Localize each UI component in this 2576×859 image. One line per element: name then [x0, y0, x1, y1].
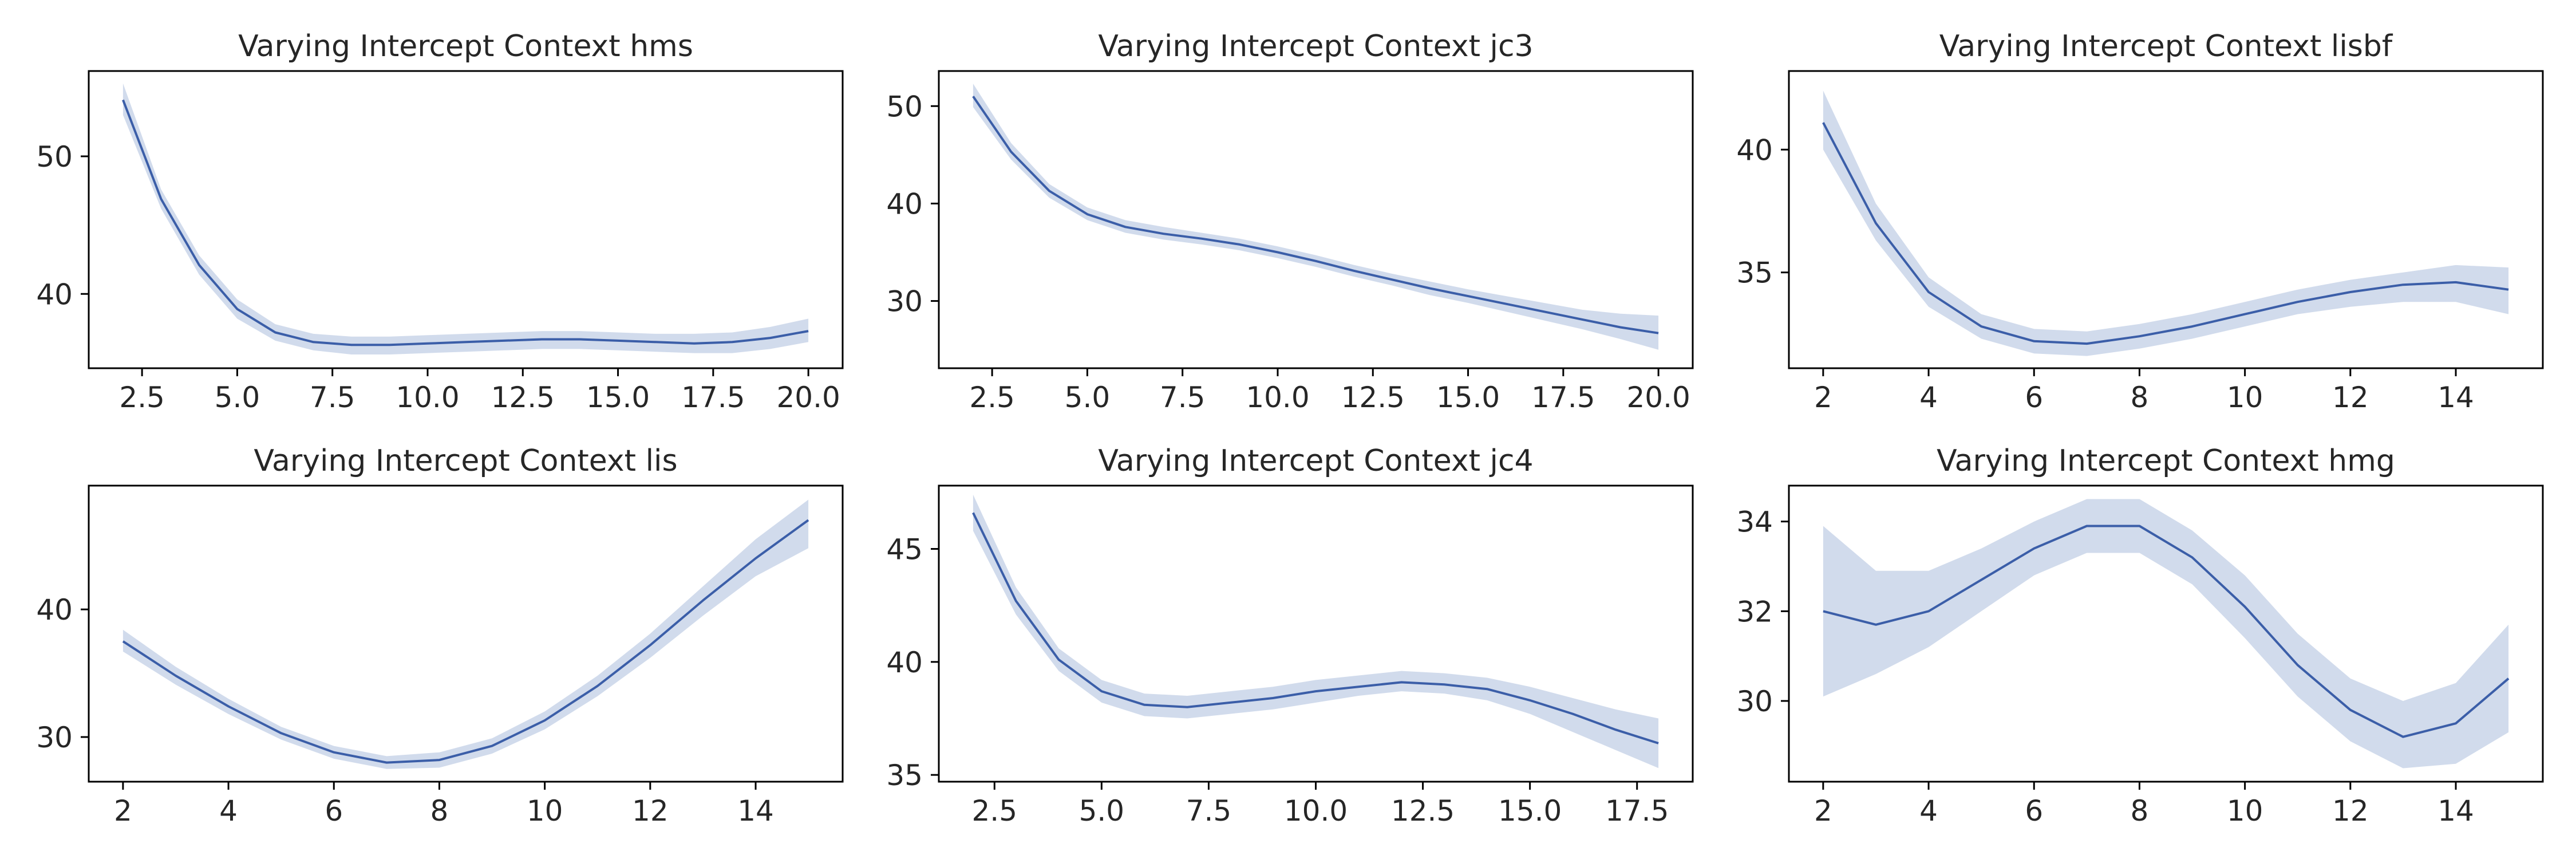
- x-tick-label: 14: [737, 794, 774, 828]
- x-tick-label: 12: [632, 794, 669, 828]
- chart-panel: 2.5 5.0 7.5 10.0 12.5 15.0 17.5 20.0 40 50 Varying…: [36, 29, 844, 414]
- chart-title: Varying Intercept Context hms: [238, 29, 693, 64]
- chart-panel: 2.5 5.0 7.5 10.0 12.5 15.0 17.5 35 40 45 Varying I…: [886, 444, 1694, 828]
- x-tick-label: 5.0: [1065, 381, 1111, 414]
- series-line: [972, 96, 1659, 334]
- x-tick-label: 12.5: [1391, 794, 1455, 828]
- x-tick-label: 10.0: [1246, 381, 1309, 414]
- x-tick-label: 2: [1814, 794, 1832, 828]
- x-tick-label: 15.0: [1498, 794, 1562, 828]
- x-tick-label: 7.5: [1186, 794, 1232, 828]
- x-tick-label: 12: [2332, 381, 2369, 414]
- x-tick-label: 7.5: [310, 381, 355, 414]
- x-tick-label: 8: [430, 794, 449, 828]
- x-tick-label: 2: [114, 794, 132, 828]
- x-tick-label: 8: [2131, 794, 2149, 828]
- x-tick-label: 7.5: [1160, 381, 1206, 414]
- y-tick-label: 30: [1736, 685, 1773, 718]
- series-line: [1822, 122, 2509, 345]
- x-tick-label: 14: [2437, 381, 2474, 414]
- confidence-band: [973, 494, 1659, 769]
- x-tick-label: 20.0: [776, 381, 840, 414]
- x-tick-label: 6: [2025, 381, 2043, 414]
- x-tick-label: 6: [2025, 794, 2043, 828]
- x-tick-label: 5.0: [215, 381, 260, 414]
- x-tick-label: 4: [1919, 794, 1938, 828]
- x-tick-label: 4: [1919, 381, 1938, 414]
- x-tick-label: 10.0: [396, 381, 459, 414]
- confidence-band: [123, 83, 809, 354]
- x-tick-label: 12.5: [1341, 381, 1405, 414]
- x-tick-label: 10.0: [1284, 794, 1348, 828]
- x-tick-label: 8: [2131, 381, 2149, 414]
- y-tick-label: 34: [1736, 506, 1773, 539]
- y-tick-label: 40: [1736, 133, 1773, 167]
- series-line: [972, 512, 1659, 744]
- x-tick-label: 4: [219, 794, 238, 828]
- x-tick-label: 15.0: [586, 381, 650, 414]
- axes-frame: [938, 70, 1694, 369]
- chart-title: Varying Intercept Context jc3: [1098, 29, 1533, 64]
- x-tick-label: 2: [1814, 381, 1832, 414]
- series-line: [1823, 525, 2510, 738]
- x-tick-label: 12: [2332, 794, 2369, 828]
- y-tick-label: 45: [886, 533, 923, 566]
- x-tick-label: 5.0: [1079, 794, 1125, 828]
- chart-title: Varying Intercept Context hmg: [1937, 444, 2395, 478]
- y-tick-label: 35: [886, 759, 923, 792]
- y-tick-label: 30: [36, 721, 73, 754]
- confidence-band: [973, 84, 1659, 350]
- chart-panel: 2 4 6 8 10 12 14 35 40 Varying Intercept Context …: [1736, 29, 2544, 414]
- x-tick-label: 6: [325, 794, 343, 828]
- chart-title: Varying Intercept Context lis: [254, 444, 677, 478]
- x-tick-label: 2.5: [119, 381, 165, 414]
- chart-title: Varying Intercept Context lisbf: [1939, 29, 2393, 64]
- series-line: [122, 519, 809, 764]
- y-tick-label: 35: [1736, 257, 1773, 290]
- x-tick-label: 2.5: [969, 381, 1015, 414]
- y-tick-label: 50: [36, 140, 73, 174]
- axes-frame: [1788, 70, 2544, 369]
- series-line: [122, 99, 809, 346]
- y-tick-label: 32: [1736, 595, 1773, 628]
- chart-panel: 2 4 6 8 10 12 14 30 32 34 Varying Intercept Contex…: [1736, 444, 2544, 828]
- x-tick-label: 15.0: [1436, 381, 1500, 414]
- x-tick-label: 20.0: [1626, 381, 1690, 414]
- x-tick-label: 14: [2437, 794, 2474, 828]
- axes-frame: [88, 70, 844, 369]
- chart-panel: 2.5 5.0 7.5 10.0 12.5 15.0 17.5 20.0 30 40 50 Varyi…: [886, 29, 1694, 414]
- x-tick-label: 17.5: [1605, 794, 1669, 828]
- y-tick-label: 40: [886, 187, 923, 220]
- chart-title: Varying Intercept Context jc4: [1098, 444, 1533, 478]
- y-tick-label: 30: [886, 285, 923, 318]
- y-tick-label: 50: [886, 90, 923, 123]
- x-tick-label: 10: [2227, 794, 2263, 828]
- axes-frame: [1788, 484, 2544, 783]
- x-tick-label: 17.5: [1531, 381, 1595, 414]
- confidence-band: [1823, 499, 2509, 769]
- axes-frame: [938, 484, 1694, 783]
- x-tick-label: 17.5: [681, 381, 745, 414]
- x-tick-label: 10: [527, 794, 563, 828]
- y-tick-label: 40: [886, 646, 923, 679]
- y-tick-label: 40: [36, 278, 73, 311]
- y-tick-label: 40: [36, 593, 73, 626]
- confidence-band: [123, 499, 809, 769]
- x-tick-label: 10: [2227, 381, 2263, 414]
- axes-frame: [88, 484, 844, 783]
- x-tick-label: 2.5: [972, 794, 1018, 828]
- confidence-band: [1823, 90, 2509, 356]
- x-tick-label: 12.5: [491, 381, 555, 414]
- chart-panel: 2 4 6 8 10 12 14 30 40 Varying Intercept Context …: [36, 444, 844, 828]
